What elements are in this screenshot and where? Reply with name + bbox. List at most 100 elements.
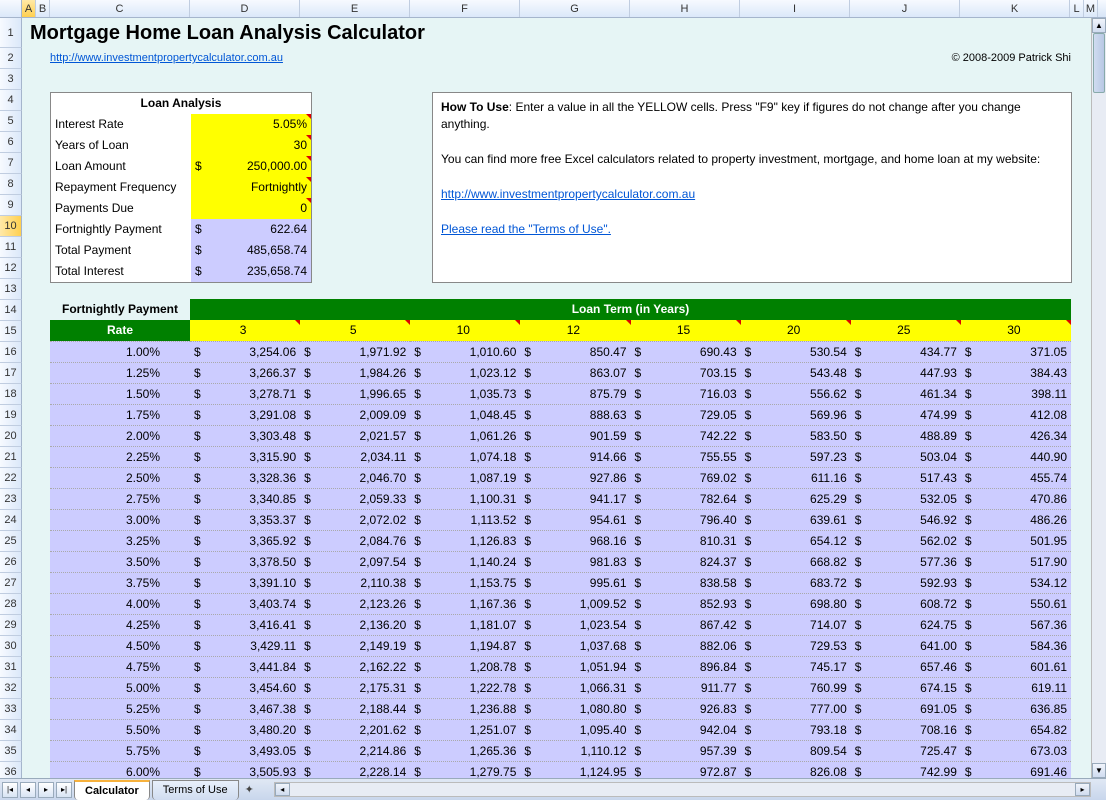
- row-header[interactable]: 13: [0, 279, 22, 300]
- column-header[interactable]: F: [410, 0, 520, 17]
- column-header[interactable]: A: [22, 0, 36, 17]
- payment-cell: $398.11: [961, 383, 1071, 404]
- payment-cell: $888.63: [520, 404, 630, 425]
- row-header[interactable]: 29: [0, 615, 22, 636]
- vertical-scrollbar[interactable]: ▲ ▼: [1091, 18, 1106, 778]
- scroll-down-icon[interactable]: ▼: [1092, 763, 1106, 778]
- howto-link1[interactable]: http://www.investmentpropertycalculator.…: [441, 187, 695, 201]
- row-header[interactable]: 25: [0, 531, 22, 552]
- loan-analysis-value[interactable]: 5.05%: [191, 114, 311, 135]
- payment-cell: $927.86: [520, 467, 630, 488]
- row-header[interactable]: 12: [0, 258, 22, 279]
- loan-analysis-value[interactable]: $250,000.00: [191, 156, 311, 177]
- new-sheet-icon[interactable]: ✦: [245, 783, 254, 796]
- row-header[interactable]: 7: [0, 153, 22, 174]
- rate-cell: 4.75%: [50, 656, 190, 677]
- payment-cell: $1,037.68: [520, 635, 630, 656]
- payment-cell: $745.17: [741, 656, 851, 677]
- column-header[interactable]: D: [190, 0, 300, 17]
- horizontal-scrollbar[interactable]: ◂ ▸: [274, 782, 1091, 797]
- scroll-left-icon[interactable]: ◂: [275, 783, 290, 796]
- column-header[interactable]: I: [740, 0, 850, 17]
- row-header[interactable]: 10: [0, 216, 22, 237]
- column-header[interactable]: B: [36, 0, 50, 17]
- nav-next-icon[interactable]: ▸: [38, 782, 54, 798]
- row-header[interactable]: 35: [0, 741, 22, 762]
- column-header[interactable]: M: [1084, 0, 1098, 17]
- nav-first-icon[interactable]: |◂: [2, 782, 18, 798]
- row-header[interactable]: 11: [0, 237, 22, 258]
- row-header[interactable]: 19: [0, 405, 22, 426]
- row-header[interactable]: 30: [0, 636, 22, 657]
- row-header[interactable]: 18: [0, 384, 22, 405]
- row-header[interactable]: 32: [0, 678, 22, 699]
- row-header[interactable]: 33: [0, 699, 22, 720]
- scroll-thumb[interactable]: [1093, 33, 1105, 93]
- payment-cell: $371.05: [961, 341, 1071, 362]
- howto-link2[interactable]: Please read the "Terms of Use".: [441, 222, 611, 236]
- scroll-up-icon[interactable]: ▲: [1092, 18, 1106, 33]
- row-header[interactable]: 31: [0, 657, 22, 678]
- payment-cell: $1,010.60: [410, 341, 520, 362]
- term-header: 5: [300, 320, 410, 341]
- loan-analysis-value[interactable]: 30: [191, 135, 311, 156]
- nav-last-icon[interactable]: ▸|: [56, 782, 72, 798]
- payment-cell: $550.61: [961, 593, 1071, 614]
- payment-cell: $611.16: [741, 467, 851, 488]
- scroll-right-icon[interactable]: ▸: [1075, 783, 1090, 796]
- column-header[interactable]: J: [850, 0, 960, 17]
- payment-cell: $3,391.10: [190, 572, 300, 593]
- row-header[interactable]: 16: [0, 342, 22, 363]
- row-header[interactable]: 20: [0, 426, 22, 447]
- nav-prev-icon[interactable]: ◂: [20, 782, 36, 798]
- payment-cell: $3,303.48: [190, 425, 300, 446]
- row-header[interactable]: 2: [0, 48, 22, 69]
- row-header[interactable]: 28: [0, 594, 22, 615]
- row-header[interactable]: 34: [0, 720, 22, 741]
- column-header[interactable]: C: [50, 0, 190, 17]
- row-header[interactable]: 15: [0, 321, 22, 342]
- sheet-tab[interactable]: Calculator: [74, 780, 150, 800]
- column-header[interactable]: L: [1070, 0, 1084, 17]
- payment-cell: $639.61: [741, 509, 851, 530]
- row-header[interactable]: 14: [0, 300, 22, 321]
- row-header[interactable]: 23: [0, 489, 22, 510]
- loan-analysis-value: $235,658.74: [191, 261, 311, 282]
- row-header[interactable]: 1: [0, 18, 22, 48]
- payment-cell: $3,403.74: [190, 593, 300, 614]
- row-header[interactable]: 27: [0, 573, 22, 594]
- row-header[interactable]: 3: [0, 69, 22, 90]
- payment-cell: $657.46: [851, 656, 961, 677]
- sheet-tab[interactable]: Terms of Use: [152, 780, 239, 800]
- column-header[interactable]: H: [630, 0, 740, 17]
- row-header[interactable]: 6: [0, 132, 22, 153]
- payment-cell: $793.18: [741, 719, 851, 740]
- payment-cell: $1,095.40: [520, 719, 630, 740]
- row-header[interactable]: 4: [0, 90, 22, 111]
- column-header[interactable]: K: [960, 0, 1070, 17]
- row-header[interactable]: 22: [0, 468, 22, 489]
- top-link[interactable]: http://www.investmentpropertycalculator.…: [50, 48, 283, 69]
- row-header[interactable]: 26: [0, 552, 22, 573]
- column-header[interactable]: E: [300, 0, 410, 17]
- payment-cell: $1,194.87: [410, 635, 520, 656]
- row-header[interactable]: 8: [0, 174, 22, 195]
- payment-cell: $3,266.37: [190, 362, 300, 383]
- loan-analysis-value[interactable]: Fortnightly: [191, 177, 311, 198]
- column-header[interactable]: G: [520, 0, 630, 17]
- payment-cell: $486.26: [961, 509, 1071, 530]
- row-header[interactable]: 9: [0, 195, 22, 216]
- payment-cell: $1,110.12: [520, 740, 630, 761]
- payment-cell: $1,984.26: [300, 362, 410, 383]
- row-header[interactable]: 21: [0, 447, 22, 468]
- row-header[interactable]: 24: [0, 510, 22, 531]
- column-headers: ABCDEFGHIJKLM: [0, 0, 1106, 18]
- payment-cell: $567.36: [961, 614, 1071, 635]
- payment-cell: $926.83: [631, 698, 741, 719]
- payment-cell: $2,214.86: [300, 740, 410, 761]
- row-header[interactable]: 17: [0, 363, 22, 384]
- row-header[interactable]: 5: [0, 111, 22, 132]
- payment-cell: $875.79: [520, 383, 630, 404]
- select-all-corner[interactable]: [0, 0, 22, 18]
- loan-analysis-value[interactable]: 0: [191, 198, 311, 219]
